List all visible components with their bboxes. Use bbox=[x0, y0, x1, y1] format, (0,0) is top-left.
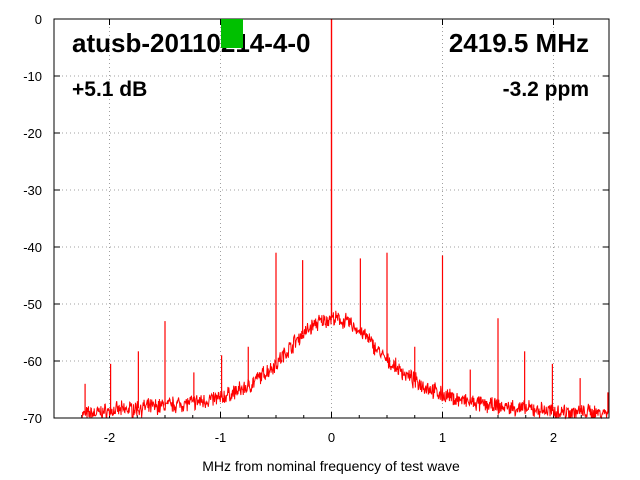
device-label: atusb-20110214-4-0 bbox=[72, 28, 310, 58]
frequency-label: 2419.5 MHz bbox=[449, 28, 589, 58]
gain-label: +5.1 dB bbox=[72, 78, 147, 101]
x-tick-labels: -2 -1 0 1 2 bbox=[104, 430, 557, 445]
x-tick-label: 0 bbox=[328, 430, 335, 445]
y-tick-label: -10 bbox=[23, 69, 42, 84]
y-tick-label: -70 bbox=[23, 411, 42, 426]
y-tick-label: -40 bbox=[23, 240, 42, 255]
x-tick-label: -1 bbox=[215, 430, 227, 445]
plot-border bbox=[53, 18, 610, 419]
y-tick-label: 0 bbox=[35, 12, 42, 27]
green-marker bbox=[221, 19, 243, 48]
y-tick-labels: 0 -10 -20 -30 -40 -50 -60 -70 bbox=[23, 12, 42, 426]
y-tick-label: -20 bbox=[23, 126, 42, 141]
x-tick-label: 2 bbox=[550, 430, 557, 445]
spectrum-series bbox=[81, 19, 610, 420]
y-tick-label: -50 bbox=[23, 297, 42, 312]
y-tick-label: -30 bbox=[23, 183, 42, 198]
x-tick-label: 1 bbox=[439, 430, 446, 445]
offset-label: -3.2 ppm bbox=[503, 78, 589, 101]
x-axis-title: MHz from nominal frequency of test wave bbox=[202, 458, 460, 474]
x-tick-label: -2 bbox=[104, 430, 116, 445]
y-tick-label: -60 bbox=[23, 354, 42, 369]
noise-floor-line bbox=[81, 310, 610, 420]
